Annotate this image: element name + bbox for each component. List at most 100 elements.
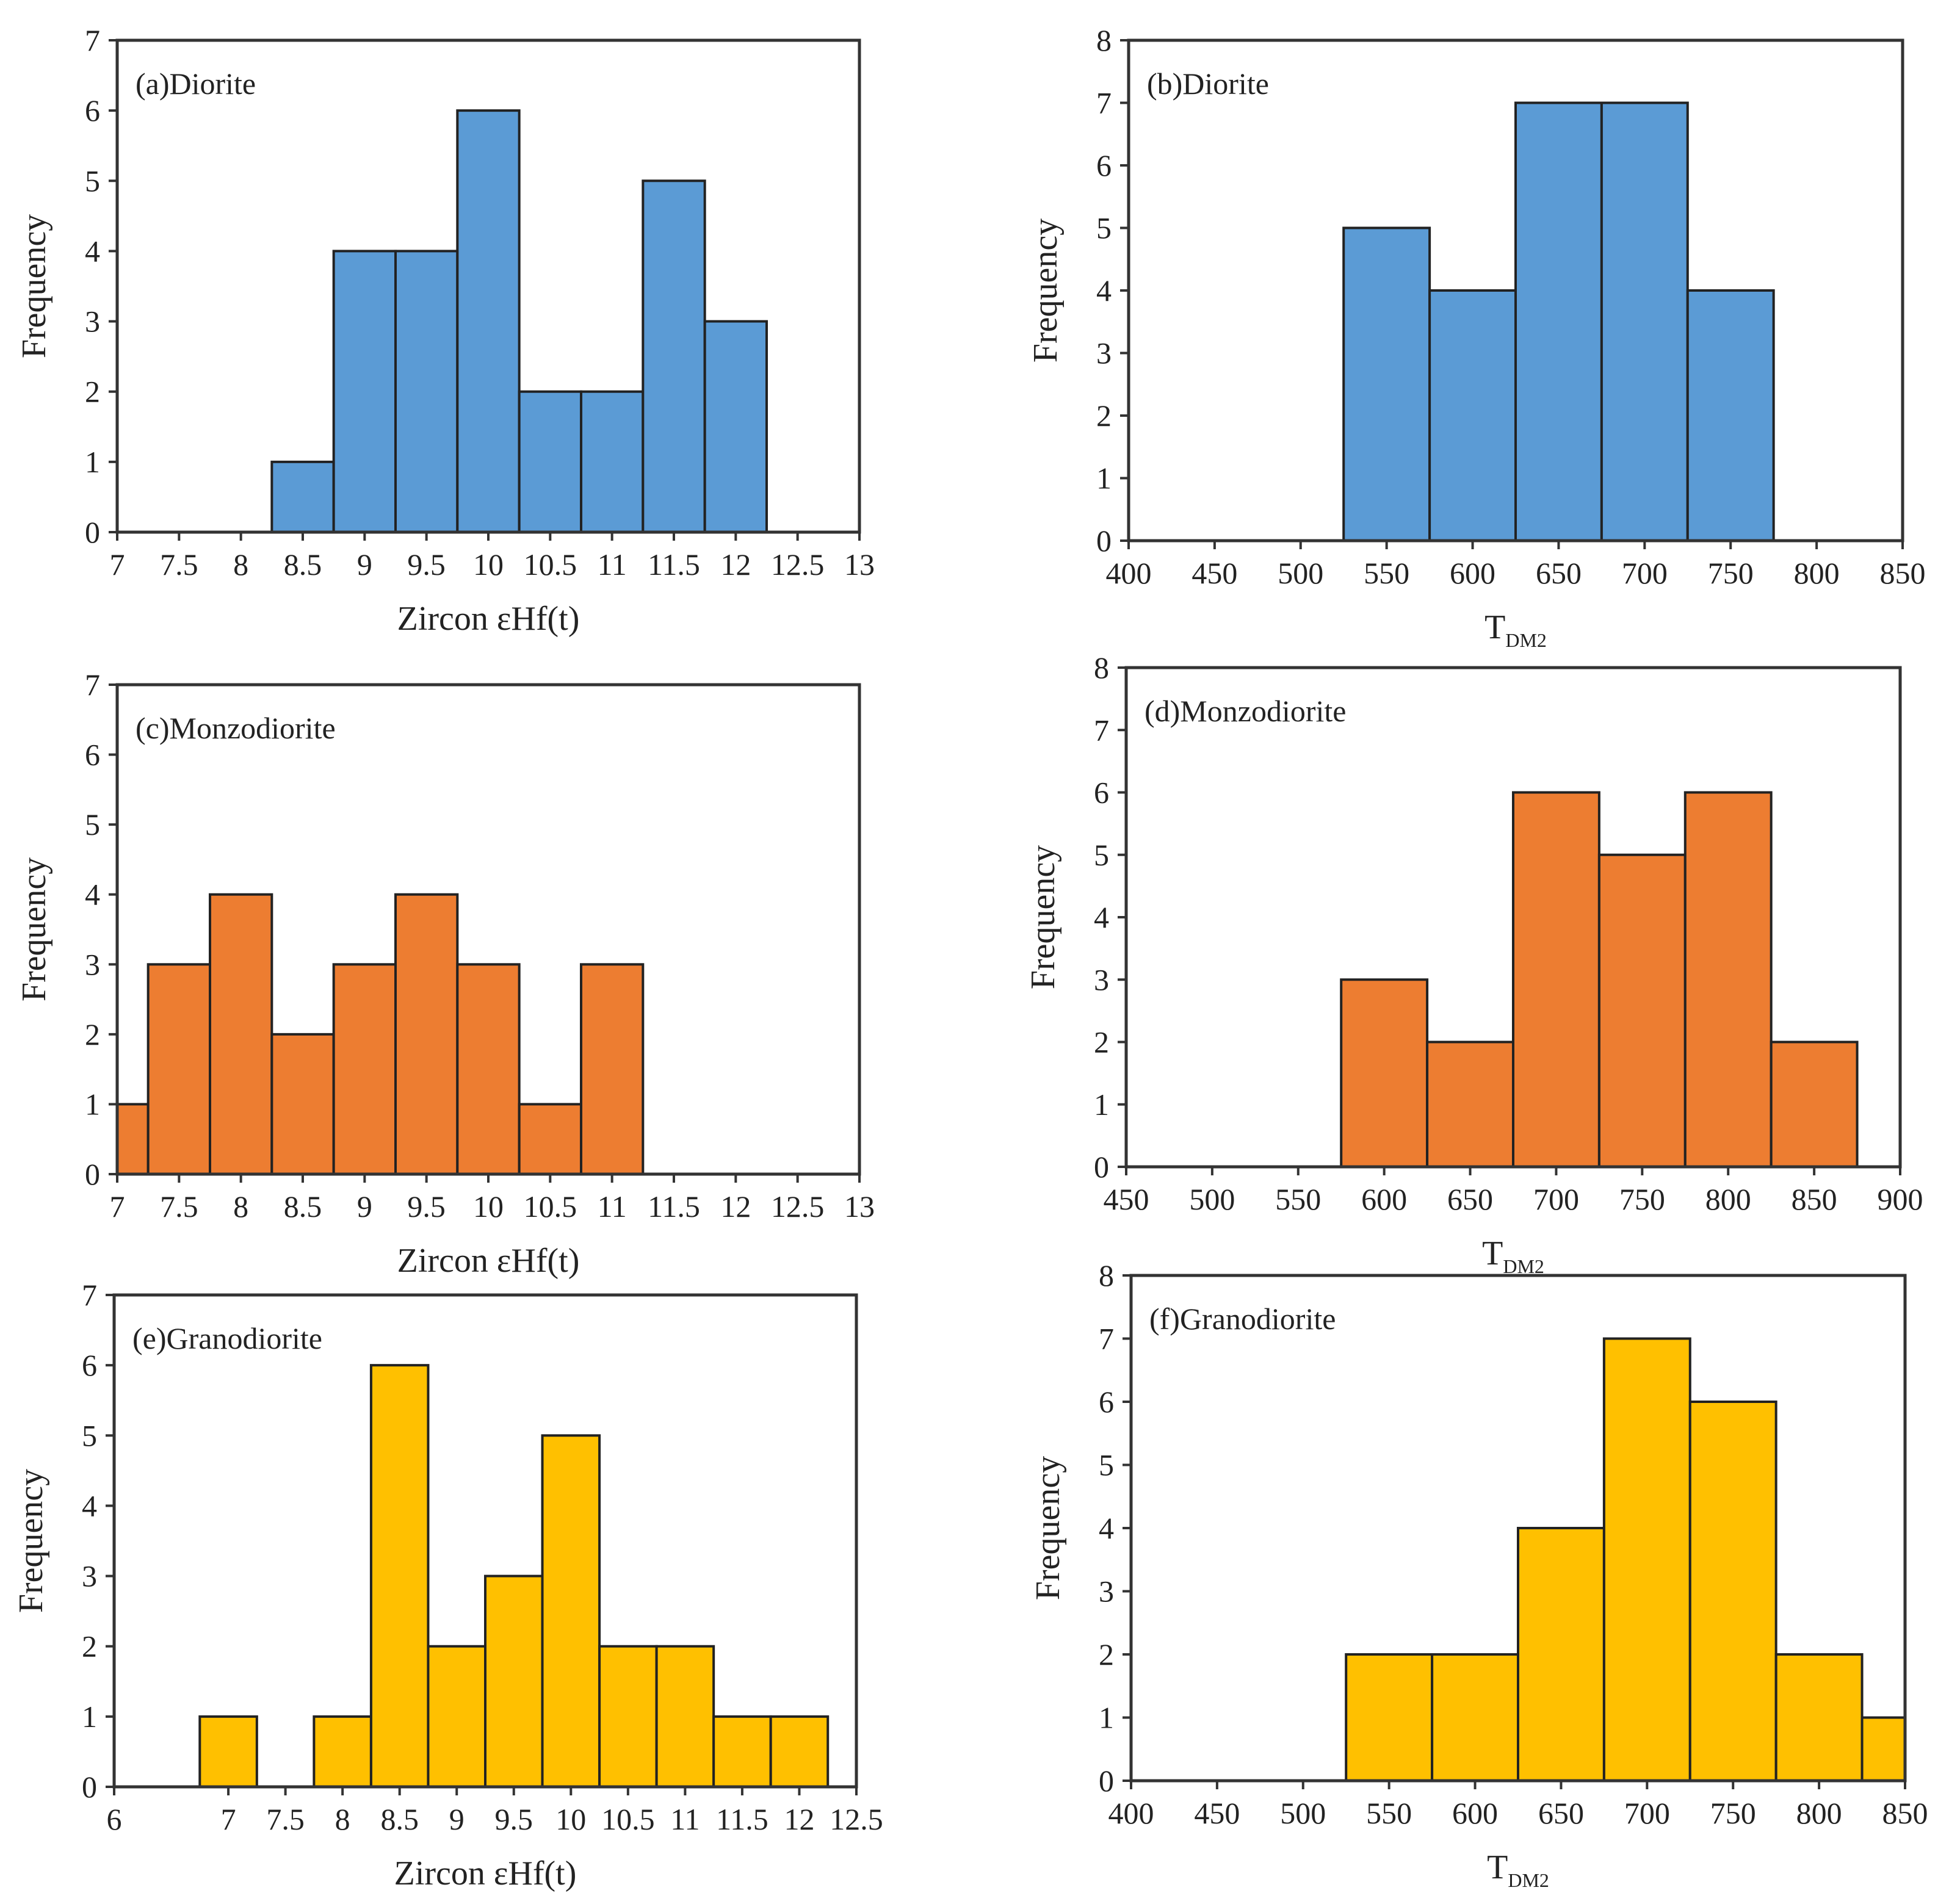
y-tick-label: 1 [1099, 1701, 1114, 1735]
x-tick-label: 550 [1275, 1182, 1321, 1216]
histogram-bar [1431, 1653, 1519, 1782]
x-tick-label: 900 [1878, 1182, 1923, 1216]
histogram-bar [769, 1715, 830, 1789]
y-tick-label: 0 [82, 1770, 97, 1804]
histogram-bar [209, 893, 273, 1175]
y-tick-label: 6 [85, 93, 100, 128]
x-tick-label: 400 [1106, 556, 1152, 590]
x-tick-label: 7.5 [160, 547, 198, 582]
y-tick-label: 7 [85, 668, 100, 702]
histogram-bar [1342, 226, 1431, 542]
y-tick-label: 5 [1096, 211, 1112, 245]
histogram-bar [116, 1103, 150, 1176]
x-tick-label: 700 [1533, 1182, 1579, 1216]
x-tick-label: 9.5 [495, 1802, 533, 1836]
histogram-bar [146, 963, 212, 1176]
y-tick-label: 2 [1096, 398, 1112, 433]
histogram-bar [427, 1645, 487, 1789]
y-tick-label: 3 [85, 305, 100, 339]
y-tick-label: 8 [1094, 651, 1109, 685]
histogram-bar [1597, 853, 1687, 1168]
histogram-bar [518, 390, 583, 534]
y-axis-label: Frequency [1024, 845, 1062, 989]
histogram-bar [332, 250, 397, 533]
x-tick-label: 9 [357, 547, 372, 582]
histogram-bar [394, 893, 459, 1175]
y-axis-label: Frequency [1029, 1456, 1067, 1600]
x-tick-label: 9 [357, 1189, 372, 1224]
histogram-bar [642, 179, 706, 533]
histogram-bar [518, 1103, 583, 1176]
histogram-bar [484, 1574, 544, 1789]
x-tick-label: 12.5 [830, 1802, 883, 1836]
panel-label: (c)Monzodiorite [136, 711, 336, 745]
histogram-bar [580, 963, 645, 1176]
histogram-bar [198, 1715, 258, 1789]
x-tick-label: 10.5 [524, 1189, 577, 1224]
x-tick-label: 8.5 [380, 1802, 419, 1836]
histogram-bar [1512, 791, 1600, 1168]
x-tick-label: 10 [555, 1802, 586, 1836]
x-tick-label: 11.5 [648, 1189, 700, 1224]
x-tick-label: 12.5 [771, 1189, 825, 1224]
histogram-bar [1345, 1653, 1434, 1782]
y-tick-label: 6 [1094, 776, 1109, 810]
histogram-panel-6: 0 1 2 3 4 5 6 7 8 400 450 500 550 600 650 700 750 800 850 (… [1029, 1258, 1928, 1891]
panel-label: (b)Diorite [1147, 67, 1269, 101]
x-tick-label: 650 [1536, 556, 1582, 590]
x-tick-label: 550 [1366, 1796, 1412, 1830]
y-tick-label: 1 [85, 445, 100, 479]
x-tick-label: 7.5 [160, 1189, 198, 1224]
x-tick-label: 850 [1882, 1796, 1928, 1830]
panel-label: (d)Monzodiorite [1144, 694, 1346, 728]
histogram-bar [1517, 1527, 1605, 1782]
y-tick-label: 2 [82, 1629, 97, 1664]
x-tick-label: 13 [844, 547, 875, 582]
histogram-panel-2: 0 1 2 3 4 5 6 7 8 400 450 500 550 600 650 700 750 800 850 (… [1027, 23, 1926, 651]
histogram-bar [1683, 791, 1773, 1168]
histogram-bar [1770, 1040, 1859, 1168]
x-tick-label: 12 [720, 1189, 751, 1224]
x-tick-label: 450 [1194, 1796, 1240, 1830]
y-tick-label: 1 [85, 1087, 100, 1121]
x-tick-label: 400 [1108, 1796, 1154, 1830]
x-tick-label: 450 [1104, 1182, 1149, 1216]
histogram-bar [270, 460, 335, 533]
histogram-bar [1426, 1040, 1514, 1168]
x-tick-label: 11.5 [648, 547, 700, 582]
x-tick-label: 750 [1708, 556, 1754, 590]
x-tick-label: 800 [1796, 1796, 1842, 1830]
x-tick-label: 10.5 [524, 547, 577, 582]
y-tick-label: 5 [1094, 838, 1109, 872]
y-tick-label: 0 [1099, 1764, 1114, 1798]
y-tick-label: 6 [1099, 1385, 1114, 1419]
histogram-bar [456, 109, 521, 533]
x-tick-label: 11 [670, 1802, 700, 1836]
y-tick-label: 3 [85, 947, 100, 981]
y-tick-label: 0 [1094, 1150, 1109, 1184]
histogram-bar [1774, 1653, 1864, 1782]
plot-frame [112, 1293, 858, 1789]
y-tick-label: 6 [82, 1348, 97, 1382]
x-tick-label: 11 [598, 1189, 627, 1224]
x-tick-label: 800 [1705, 1182, 1751, 1216]
x-tick-label: 10.5 [601, 1802, 655, 1836]
y-tick-label: 3 [82, 1559, 97, 1593]
histogram-bar [456, 963, 521, 1176]
x-tick-label: 11.5 [716, 1802, 768, 1836]
y-tick-label: 7 [1099, 1322, 1114, 1356]
x-tick-label: 800 [1794, 556, 1840, 590]
histogram-bar [1600, 101, 1689, 542]
y-tick-label: 3 [1099, 1574, 1114, 1609]
x-tick-label: 9 [449, 1802, 465, 1836]
y-tick-label: 0 [85, 515, 100, 549]
x-tick-label: 750 [1619, 1182, 1665, 1216]
x-axis-label-subscript: DM2 [1505, 629, 1547, 651]
x-tick-label: 11 [598, 547, 627, 582]
x-axis-label: Zircon εHf(t) [397, 1242, 580, 1280]
x-axis-label: TDM2 [1487, 1848, 1549, 1891]
